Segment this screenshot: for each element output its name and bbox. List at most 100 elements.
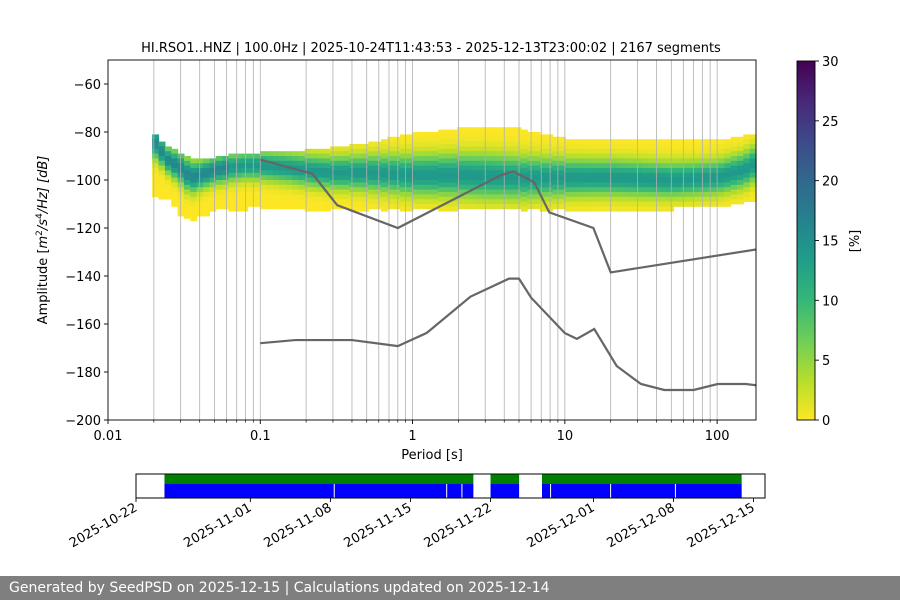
heatmap-cell [304,201,312,207]
heatmap-cell [304,168,312,174]
heatmap-cell [412,146,420,152]
heatmap-cell [482,127,490,133]
heatmap-cell [431,194,439,200]
footer-bar: Generated by SeedPSD on 2025-12-15 | Cal… [0,576,900,600]
x-axis-ticks: 0.01 0.1 1 10 100 [94,420,730,444]
heatmap-cell [203,196,210,202]
heatmap-cell [336,160,344,166]
heatmap-cell [711,158,719,164]
heatmap-cell [419,204,427,210]
heatmap-cell [222,175,230,181]
heatmap-cell [736,184,744,190]
heatmap-cell [361,148,369,154]
heatmap-cell [571,196,579,202]
heatmap-cell [457,146,465,152]
heatmap-cell [272,199,280,205]
heatmap-cell [406,177,414,183]
heatmap-cell [311,201,319,207]
heatmap-cell [234,201,242,207]
heatmap-cell [597,172,605,178]
heatmap-cell [355,187,363,193]
heatmap-cell [514,132,522,138]
heatmap-cell [533,175,541,181]
heatmap-cell [590,201,598,207]
heatmap-cell [514,146,522,152]
heatmap-cell [272,184,280,190]
psd-plot-area: 0.01 0.1 1 10 100 −60 −80 −100 −120 −140 −160 −180… [65,59,757,444]
heatmap-cell [266,151,274,157]
heatmap-cell [444,139,452,145]
heatmap-cell [686,196,694,202]
heatmap-cell [177,163,185,169]
heatmap-cell [222,180,230,186]
heatmap-cell [266,189,274,195]
heatmap-cell [183,165,191,171]
heatmap-cell [450,177,458,183]
heatmap-cell [215,184,223,190]
heatmap-cell [419,156,427,162]
heatmap-cell [431,151,439,157]
heatmap-cell [673,148,681,154]
heatmap-cell [355,144,363,150]
heatmap-cell [533,146,541,152]
heatmap-cell [622,196,630,202]
heatmap-cell [380,144,388,150]
date-tick-label: 2025-11-01 [181,500,254,551]
heatmap-cell [622,153,630,159]
heatmap-cell [272,165,280,171]
heatmap-cell [260,160,268,166]
heatmap-cell [164,189,172,195]
heatmap-cell [438,177,446,183]
heatmap-cell [508,189,516,195]
heatmap-cell [241,201,249,207]
heatmap-cell [667,206,674,212]
heatmap-cell [419,141,427,147]
heatmap-cell [654,144,662,150]
heatmap-cell [508,194,516,200]
heatmap-cell [164,165,172,171]
heatmap-cell [215,160,223,166]
heatmap-cell [469,180,477,186]
heatmap-cell [203,206,210,212]
colorbar-tick-label: 15 [822,235,839,250]
heatmap-cell [552,151,560,157]
heatmap-cell [590,168,598,174]
heatmap-cell [285,170,293,176]
heatmap-cell [730,160,738,166]
heatmap-cell [724,163,732,169]
heatmap-cell [355,196,363,202]
heatmap-cell [495,184,503,190]
colorbar-tick-label: 10 [822,294,839,309]
heatmap-cell [508,136,516,142]
heatmap-cell [355,172,363,178]
heatmap-cell [539,139,547,145]
heatmap-cell [431,175,439,181]
heatmap-cell [425,156,433,162]
heatmap-cell [514,199,522,205]
heatmap-cell [304,177,312,183]
heatmap-cell [489,146,496,152]
heatmap-cell [527,132,535,138]
heatmap-cell [177,153,185,159]
heatmap-cell [368,199,376,205]
heatmap-cell [317,153,325,159]
heatmap-cell [749,158,757,164]
heatmap-cell [171,182,179,188]
heatmap-cell [406,172,414,178]
heatmap-cell [717,144,725,150]
heatmap-cell [692,139,700,145]
heatmap-cell [628,177,636,183]
heatmap-cell [539,201,547,207]
heatmap-cell [571,192,579,198]
heatmap-cell [514,165,522,171]
heatmap-cell [152,144,160,150]
heatmap-cell [374,160,382,166]
heatmap-cell [406,182,414,188]
heatmap-cell [641,192,649,198]
heatmap-cell [342,146,350,152]
heatmap-cell [419,160,427,166]
heatmap-cell [152,187,160,193]
heatmap-cell [380,182,388,188]
heatmap-cell [609,158,617,164]
heatmap-cell [311,163,319,169]
